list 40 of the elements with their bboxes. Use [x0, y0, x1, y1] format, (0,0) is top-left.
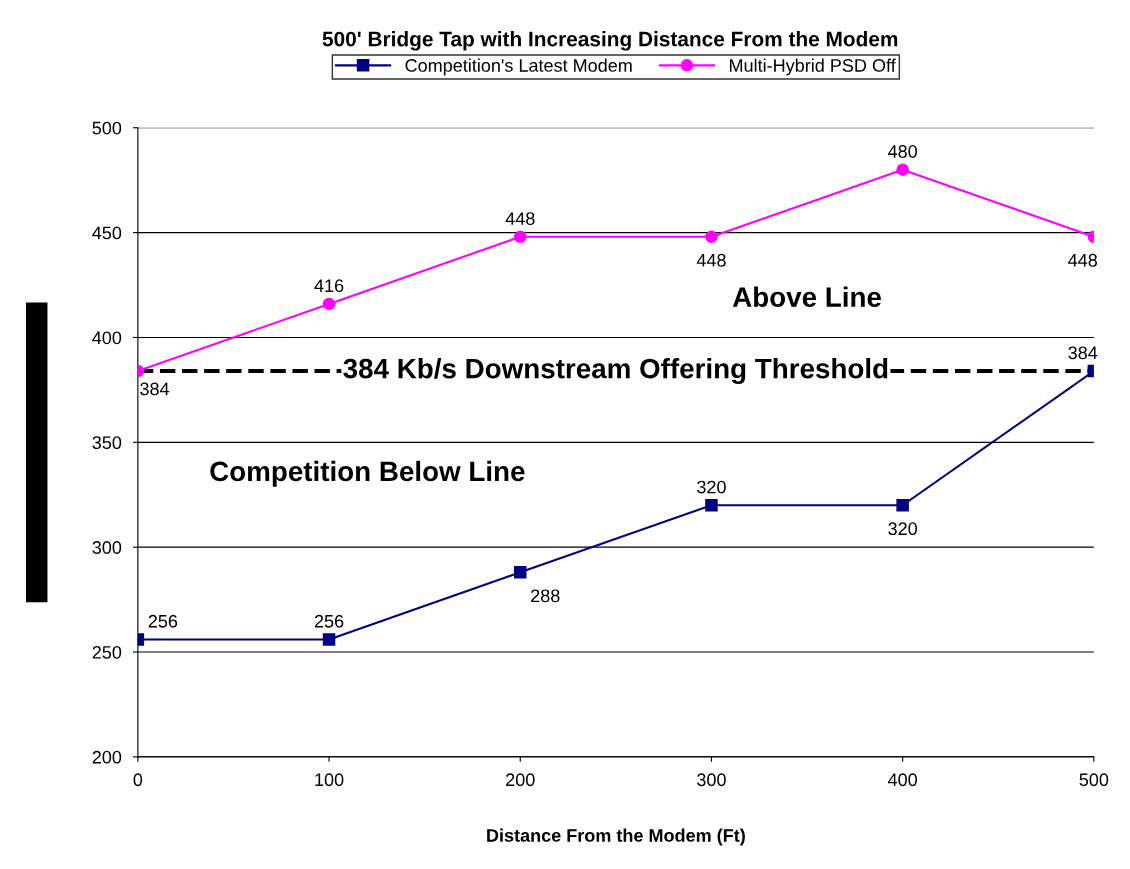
y-tick-label: 450	[92, 226, 122, 240]
x-tick-label: 100	[315, 773, 344, 787]
data-label: 384	[1068, 346, 1098, 360]
data-label: 448	[505, 212, 535, 225]
data-label: 320	[697, 480, 726, 494]
point	[322, 297, 336, 311]
point	[705, 230, 718, 244]
data-label: 256	[314, 614, 344, 628]
data-label: 416	[314, 279, 344, 293]
y-tick-label: 400	[92, 331, 122, 345]
y-tick-label: 250	[92, 645, 122, 659]
data-label: 384	[140, 382, 170, 396]
point	[896, 498, 909, 512]
point	[896, 163, 909, 176]
legend-label: Multi-Hybrid PSD Off	[729, 58, 896, 76]
y-tick-label: 300	[92, 541, 122, 554]
chart-title: 500' Bridge Tap with Increasing Distance From the Modem	[322, 31, 898, 51]
point	[514, 566, 527, 579]
annotation: Above Line	[732, 286, 881, 307]
point	[322, 633, 336, 646]
x-tick-label: 300	[697, 773, 726, 787]
data-label: 448	[696, 253, 726, 267]
x-axis-title: Distance From the Modem (Ft)	[487, 828, 745, 846]
y-tick-label: 350	[92, 436, 122, 450]
x-tick-label: 500	[1079, 773, 1109, 787]
legend-label: Competition's Latest Modem	[405, 58, 632, 76]
data-label: 448	[1068, 253, 1098, 267]
x-tick-label: 400	[888, 773, 917, 787]
point	[514, 230, 527, 244]
data-label: 320	[888, 522, 917, 536]
point	[705, 498, 718, 512]
annotation: Competition Below Line	[210, 460, 525, 487]
data-label: 288	[531, 589, 560, 603]
y-tick-label: 500	[92, 121, 122, 135]
y-tick-label: 200	[92, 750, 122, 764]
data-label: 256	[148, 614, 178, 628]
data-label: 480	[888, 145, 917, 158]
ref-line-label: 384 Kb/s Downstream Offering Threshold	[343, 358, 888, 385]
x-tick-label: 200	[506, 773, 535, 787]
x-tick-label: 0	[133, 773, 143, 787]
